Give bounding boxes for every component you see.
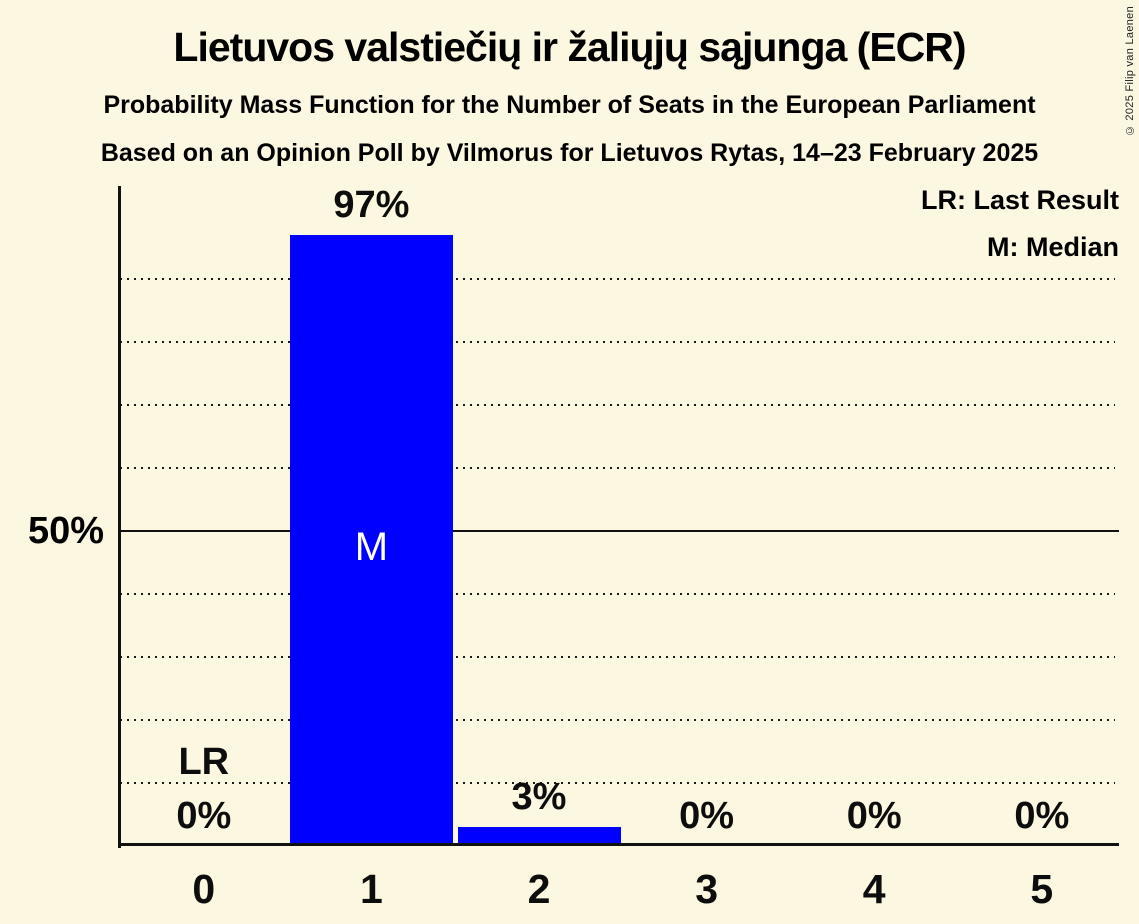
y-gridline-10pct — [120, 782, 1115, 784]
x-axis-line — [118, 843, 1119, 846]
chart-subtitle-function: Probability Mass Function for the Number… — [103, 91, 1036, 119]
bar-value-label-seats-2: 3% — [511, 776, 567, 819]
y-gridline-60pct — [120, 467, 1115, 469]
y-gridline-90pct — [120, 278, 1115, 280]
x-axis-label-seats-0: 0 — [192, 866, 216, 912]
bar-value-label-seats-0: 0% — [176, 795, 232, 837]
bar-value-label-seats-3: 0% — [679, 795, 735, 837]
chart-subtitle-poll: Based on an Opinion Poll by Vilmorus for… — [100, 139, 1039, 167]
x-axis-label-seats-4: 4 — [862, 866, 886, 912]
y-gridline-80pct — [120, 341, 1115, 343]
bar-value-label-seats-1: 97% — [333, 183, 410, 226]
bar-value-label-seats-5: 0% — [1014, 795, 1070, 837]
x-axis-label-seats-1: 1 — [359, 866, 383, 912]
x-axis-label-seats-5: 5 — [1030, 866, 1054, 912]
y-gridline-20pct — [120, 719, 1115, 721]
median-marker: M — [354, 525, 389, 569]
last-result-marker: LR — [178, 741, 230, 783]
y-gridline-30pct — [120, 656, 1115, 658]
bar-value-label-seats-4: 0% — [846, 795, 902, 837]
y-gridline-40pct — [120, 593, 1115, 595]
bar-seats-1 — [289, 234, 453, 846]
y-solid-line-50pct — [120, 530, 1119, 532]
y-gridline-70pct — [120, 404, 1115, 406]
y-axis-50-percent-label: 50% — [27, 510, 104, 552]
chart-title: Lietuvos valstiečių ir žaliųjų sąjunga (… — [173, 24, 966, 70]
x-axis-label-seats-2: 2 — [527, 866, 551, 912]
legend-last-result: LR: Last Result — [920, 185, 1119, 215]
y-axis-line — [118, 186, 121, 848]
bar-seats-2 — [457, 827, 621, 846]
x-axis-label-seats-3: 3 — [695, 866, 718, 912]
legend-median: M: Median — [987, 232, 1119, 262]
copyright-note: © 2025 Filip van Laenen — [1124, 6, 1136, 137]
